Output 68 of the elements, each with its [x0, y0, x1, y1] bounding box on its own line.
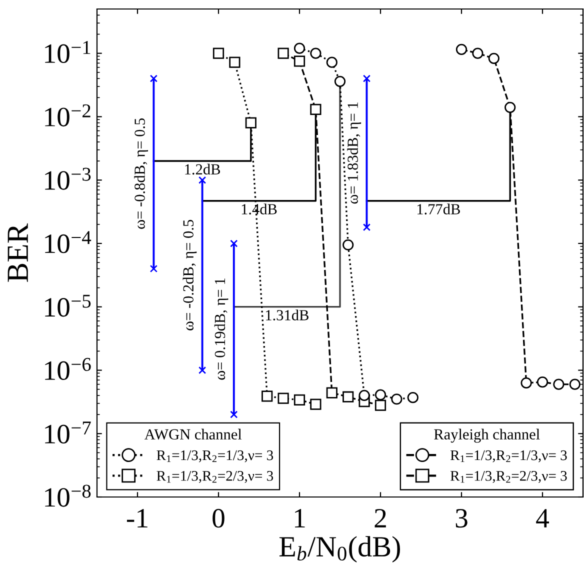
- point: [504, 102, 516, 113]
- x-tick-label: 2: [374, 508, 386, 528]
- point: [569, 378, 580, 390]
- point: [362, 223, 371, 232]
- point: [150, 264, 158, 273]
- point: [245, 117, 256, 128]
- text: ω= -0.8dB, η= 0.5: [134, 118, 148, 229]
- point: [488, 52, 500, 64]
- legend-label: R$_{1}$=1/3,R$_{2}$=1/3,ν= 3: [156, 450, 274, 462]
- point: [374, 400, 386, 411]
- y-tick-label: 10$^{−3}$: [45, 168, 91, 190]
- point: [294, 394, 306, 406]
- point: [230, 410, 238, 418]
- y-tick-label: 10$^{−5}$: [45, 294, 91, 317]
- text: ω= 1.83dB, η= 1: [347, 102, 362, 204]
- annotation: 1.2dB: [185, 164, 220, 175]
- x-tick-label: 3: [456, 508, 468, 528]
- y-axis-title: BER: [8, 223, 28, 282]
- point: [342, 239, 354, 250]
- annotation: 1.4dB: [242, 204, 277, 214]
- point: [310, 48, 322, 59]
- point: [212, 48, 224, 59]
- point: [334, 76, 346, 87]
- point: [391, 394, 402, 405]
- y-tick-label: 10$^{−6}$: [45, 358, 91, 380]
- point: [362, 74, 371, 82]
- legend-label: R$_{1}$=1/3,R$_{2}$=1/3,ν= 3: [450, 450, 567, 462]
- y-tick-label: 10$^{−7}$: [45, 422, 91, 444]
- y-tick-label: 10$^{−1}$: [45, 40, 90, 64]
- point: [294, 42, 306, 54]
- point: [472, 48, 484, 59]
- point: [520, 377, 532, 389]
- point: [374, 389, 386, 400]
- legend-label: R$_{1}$=1/3,R$_{2}$=2/3,ν= 3: [156, 471, 274, 483]
- y-tick-label: 10$^{−2}$: [45, 104, 90, 126]
- x-tick-label: 0: [212, 508, 224, 528]
- x-tick-label: 4: [536, 509, 550, 528]
- x-axis-title: E$_{b}$/N$_{0}$(dB): [279, 536, 400, 563]
- point: [198, 366, 206, 374]
- point: [262, 390, 273, 402]
- point: [553, 378, 564, 390]
- annotation: Rayleigh channel: [434, 428, 540, 443]
- point: [294, 56, 306, 67]
- text: ω= -0.2dB, η= 0.5: [182, 220, 197, 330]
- point: [310, 104, 322, 116]
- point: [358, 390, 370, 402]
- y-tick-label: 10$^{−8}$: [45, 484, 91, 507]
- text: ω= 0.19dB, η= 1: [214, 278, 228, 380]
- point: [150, 74, 158, 82]
- point: [536, 376, 548, 388]
- point: [310, 398, 322, 410]
- annotation: AWGN channel: [144, 428, 242, 440]
- y-tick-label: 10$^{−4}$: [45, 231, 92, 254]
- point: [278, 392, 289, 404]
- legend-label: R$_{1}$=1/3,R$_{2}$=2/3,ν= 3: [450, 471, 567, 483]
- x-tick-label: 1: [295, 509, 305, 528]
- annotation: 1.77dB: [417, 204, 460, 214]
- point: [229, 56, 240, 68]
- point: [278, 48, 289, 59]
- point: [342, 391, 354, 402]
- point: [407, 392, 418, 404]
- point: [456, 44, 468, 56]
- point: [326, 56, 338, 68]
- point: [326, 387, 338, 398]
- annotation: 1.31dB: [266, 310, 308, 320]
- x-tick-label: -1: [126, 509, 148, 528]
- point: [230, 240, 238, 248]
- point: [198, 176, 206, 184]
